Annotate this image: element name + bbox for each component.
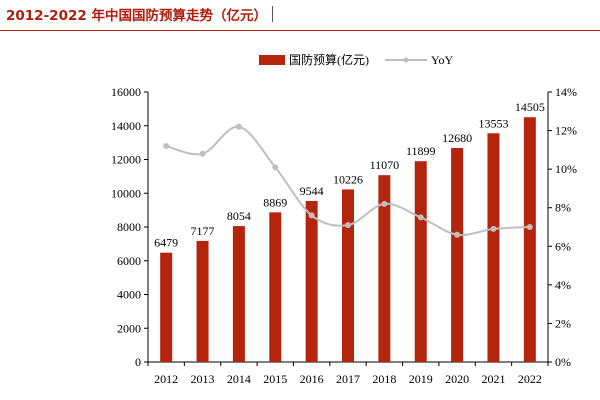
right-axis-tick-label: 4%: [555, 278, 571, 292]
left-axis-tick-label: 2000: [117, 321, 141, 335]
bar-2013: [196, 240, 209, 362]
bar-2017: [342, 189, 354, 362]
yoy-point-2016: [308, 212, 315, 219]
x-axis-tick-label: 2022: [518, 372, 542, 386]
bar-2016: [305, 200, 318, 362]
bar-data-label: 12680: [442, 131, 472, 145]
legend-bar-label: 国防预算(亿元): [289, 52, 369, 67]
bar-data-label: 14505: [515, 100, 545, 114]
bar-data-label: 10226: [333, 172, 363, 186]
bar-data-label: 13553: [478, 116, 508, 130]
left-axis-tick-label: 16000: [111, 85, 141, 99]
right-axis-tick-label: 14%: [555, 85, 577, 99]
right-axis-tick-label: 8%: [555, 201, 571, 215]
left-axis-tick-label: 0: [135, 355, 141, 369]
yoy-point-2018: [381, 200, 388, 207]
x-axis-tick-label: 2016: [300, 372, 324, 386]
chart-title-container: 2012-2022 年中国国防预算走势（亿元）: [6, 3, 273, 25]
left-axis-tick-label: 4000: [117, 288, 141, 302]
bar-data-label: 6479: [154, 236, 178, 250]
chart-title: 2012-2022 年中国国防预算走势（亿元）: [6, 8, 267, 24]
right-axis-tick-label: 6%: [555, 239, 571, 253]
x-axis-tick-label: 2018: [372, 372, 396, 386]
bar-2022: [523, 117, 536, 363]
bar-data-label: 8869: [263, 195, 287, 209]
yoy-line-series: [163, 123, 533, 238]
x-axis-tick-label: 2019: [409, 372, 433, 386]
left-axis-tick-label: 10000: [111, 186, 141, 200]
bar-data-label: 7177: [191, 224, 215, 238]
bar-data-label: 8054: [227, 209, 251, 223]
x-axis-tick-label: 2017: [336, 372, 360, 386]
title-divider: [271, 6, 273, 22]
bar-series: [160, 117, 536, 363]
yoy-point-2017: [345, 222, 351, 229]
bar-2021: [487, 133, 500, 362]
right-axis-tick-label: 2%: [555, 316, 571, 330]
x-axis-tick-label: 2014: [227, 372, 251, 386]
bar-data-labels: 6479 7177 8054 8869 9544 10226 11070 11899 12680…: [154, 100, 545, 249]
x-axis-tick-label: 2020: [445, 372, 469, 386]
right-axis-tick-label: 0%: [555, 355, 571, 369]
bar-2015: [269, 212, 282, 362]
left-axis-tick-label: 8000: [117, 220, 141, 234]
legend-line-label: YoY: [431, 53, 453, 67]
right-axis-tick-label: 12%: [555, 124, 577, 138]
title-underline: [0, 30, 600, 31]
bar-2019: [414, 161, 427, 362]
yoy-point-2013: [199, 150, 206, 157]
x-axis-tick-label: 2013: [191, 372, 215, 386]
axes: 0 2000 4000 6000 8000 10000 12000 14000 16000 0% 2…: [111, 85, 577, 386]
bar-2018: [378, 175, 391, 362]
yoy-point-2012: [163, 143, 170, 149]
legend-line-marker: [403, 57, 409, 63]
bar-data-label: 11070: [370, 158, 400, 172]
yoy-point-2015: [272, 164, 279, 171]
yoy-point-2022: [526, 224, 533, 230]
right-axis-tick-label: 10%: [555, 162, 577, 176]
bar-2020: [451, 148, 464, 362]
bar-data-label: 11899: [406, 144, 436, 158]
bar-2012: [160, 252, 173, 362]
yoy-point-2019: [417, 214, 424, 221]
bar-2014: [232, 226, 245, 362]
yoy-point-2020: [454, 231, 461, 238]
x-axis-tick-label: 2012: [154, 372, 178, 386]
left-axis-tick-label: 12000: [111, 153, 141, 167]
left-axis-tick-label: 6000: [117, 254, 141, 268]
left-axis-tick-label: 14000: [111, 119, 141, 133]
bar-data-label: 9544: [300, 184, 324, 198]
legend: 国防预算(亿元) YoY: [259, 52, 453, 67]
x-axis-tick-label: 2015: [263, 372, 287, 386]
legend-bar-swatch: [259, 55, 285, 65]
yoy-point-2021: [490, 225, 497, 232]
yoy-point-2014: [235, 123, 242, 130]
x-axis-tick-label: 2021: [481, 372, 505, 386]
